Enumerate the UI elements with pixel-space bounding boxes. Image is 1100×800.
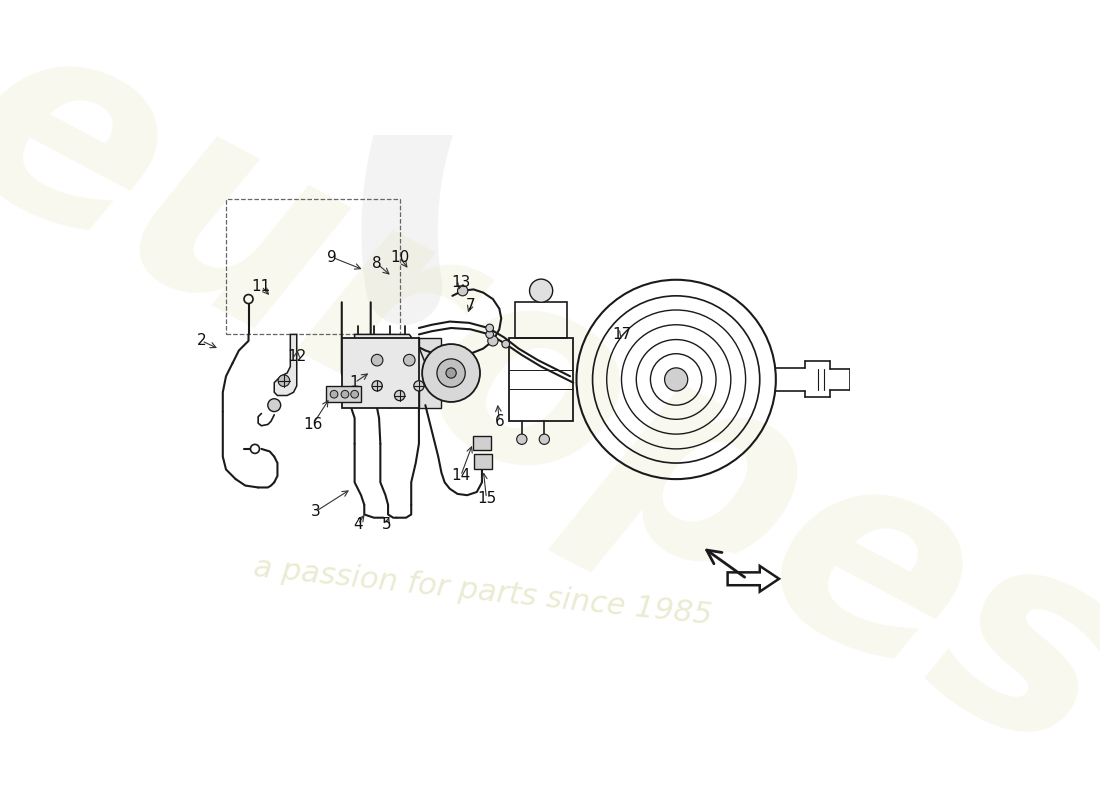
Text: 4: 4 xyxy=(353,517,363,532)
Text: 10: 10 xyxy=(390,250,409,265)
Circle shape xyxy=(422,344,480,402)
Text: 13: 13 xyxy=(451,275,471,290)
Circle shape xyxy=(664,368,688,391)
Text: 6: 6 xyxy=(494,414,504,429)
FancyBboxPatch shape xyxy=(474,454,492,470)
Circle shape xyxy=(404,354,415,366)
Polygon shape xyxy=(727,566,779,592)
Circle shape xyxy=(372,381,383,391)
Polygon shape xyxy=(354,334,426,400)
FancyBboxPatch shape xyxy=(419,338,441,408)
Text: 16: 16 xyxy=(304,417,322,432)
FancyBboxPatch shape xyxy=(326,386,361,402)
Circle shape xyxy=(517,434,527,444)
Circle shape xyxy=(414,381,425,391)
Text: a passion for parts since 1985: a passion for parts since 1985 xyxy=(253,553,714,630)
Circle shape xyxy=(267,398,280,411)
Polygon shape xyxy=(274,334,297,395)
Text: 3: 3 xyxy=(311,504,321,518)
Text: 15: 15 xyxy=(476,491,496,506)
Circle shape xyxy=(278,375,289,386)
Circle shape xyxy=(502,340,509,348)
Text: 12: 12 xyxy=(287,350,307,365)
Text: 14: 14 xyxy=(451,468,471,483)
Circle shape xyxy=(539,434,550,444)
Circle shape xyxy=(330,390,338,398)
Circle shape xyxy=(487,336,498,346)
Circle shape xyxy=(372,354,383,366)
Text: 17: 17 xyxy=(612,327,631,342)
Text: 7: 7 xyxy=(465,298,475,313)
Text: 8: 8 xyxy=(372,256,382,271)
Circle shape xyxy=(529,279,552,302)
Circle shape xyxy=(341,390,349,398)
Circle shape xyxy=(437,359,465,387)
Text: 11: 11 xyxy=(252,278,271,294)
Circle shape xyxy=(351,390,359,398)
Circle shape xyxy=(458,286,468,296)
Text: 2: 2 xyxy=(197,334,207,348)
FancyBboxPatch shape xyxy=(342,338,419,408)
Circle shape xyxy=(486,324,494,332)
Text: 1: 1 xyxy=(350,375,360,390)
Circle shape xyxy=(446,368,456,378)
Text: 5: 5 xyxy=(382,517,392,532)
Text: 9: 9 xyxy=(327,250,337,265)
Circle shape xyxy=(486,330,494,338)
Circle shape xyxy=(395,390,405,401)
FancyBboxPatch shape xyxy=(473,436,491,450)
